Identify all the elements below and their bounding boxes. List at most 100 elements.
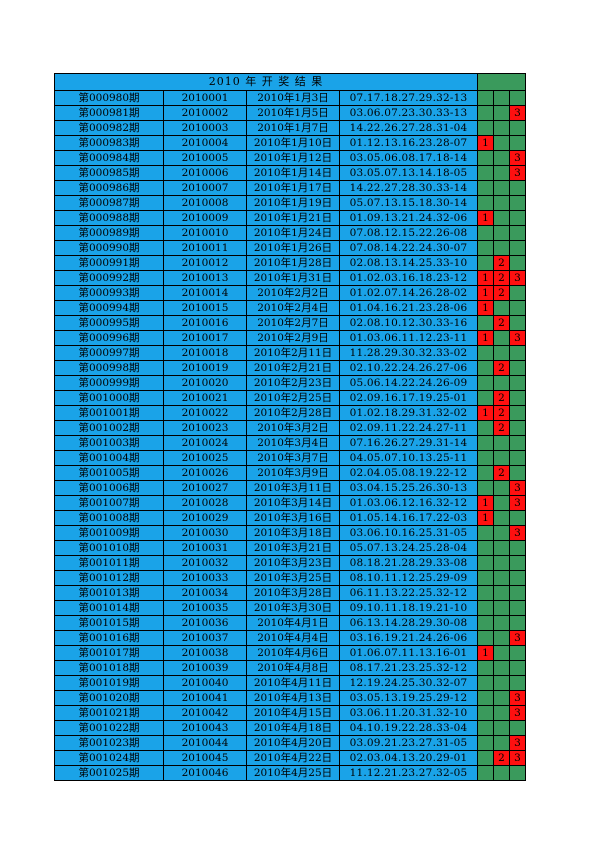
marker-cell-3[interactable]: 3 [509,105,526,121]
issue-cell[interactable]: 第001011期 [54,555,164,571]
date-cell[interactable]: 2010年4月15日 [246,705,340,721]
marker-cell-3[interactable] [509,360,526,376]
code-cell[interactable]: 2010022 [163,405,247,421]
numbers-cell[interactable]: 07.16.26.27.29.31-14 [339,435,478,451]
marker-cell-2[interactable]: 2 [493,360,510,376]
numbers-cell[interactable]: 02.04.05.08.19.22-12 [339,465,478,481]
code-cell[interactable]: 2010035 [163,600,247,616]
marker-cell-3[interactable] [509,255,526,271]
numbers-cell[interactable]: 07.08.12.15.22.26-08 [339,225,478,241]
issue-cell[interactable]: 第001024期 [54,750,164,766]
numbers-cell[interactable]: 03.05.06.08.17.18-14 [339,150,478,166]
date-cell[interactable]: 2010年3月7日 [246,450,340,466]
marker-cell-2[interactable] [493,570,510,586]
numbers-cell[interactable]: 01.02.18.29.31.32-02 [339,405,478,421]
code-cell[interactable]: 2010011 [163,240,247,256]
marker-cell-2[interactable] [493,480,510,496]
header-green-cell[interactable] [477,73,526,91]
date-cell[interactable]: 2010年4月6日 [246,645,340,661]
marker-cell-1[interactable]: 1 [477,330,494,346]
date-cell[interactable]: 2010年2月4日 [246,300,340,316]
code-cell[interactable]: 2010031 [163,540,247,556]
code-cell[interactable]: 2010038 [163,645,247,661]
date-cell[interactable]: 2010年4月8日 [246,660,340,676]
numbers-cell[interactable]: 01.03.06.11.12.23-11 [339,330,478,346]
date-cell[interactable]: 2010年1月10日 [246,135,340,151]
marker-cell-1[interactable] [477,255,494,271]
numbers-cell[interactable]: 01.04.16.21.23.28-06 [339,300,478,316]
marker-cell-1[interactable] [477,180,494,196]
date-cell[interactable]: 2010年3月21日 [246,540,340,556]
issue-cell[interactable]: 第000981期 [54,105,164,121]
date-cell[interactable]: 2010年3月14日 [246,495,340,511]
marker-cell-2[interactable] [493,450,510,466]
marker-cell-3[interactable] [509,660,526,676]
marker-cell-3[interactable] [509,465,526,481]
numbers-cell[interactable]: 07.17.18.27.29.32-13 [339,90,478,106]
date-cell[interactable]: 2010年1月3日 [246,90,340,106]
marker-cell-1[interactable]: 1 [477,270,494,286]
date-cell[interactable]: 2010年1月5日 [246,105,340,121]
marker-cell-1[interactable] [477,375,494,391]
numbers-cell[interactable]: 03.06.07.23.30.33-13 [339,105,478,121]
date-cell[interactable]: 2010年1月19日 [246,195,340,211]
code-cell[interactable]: 2010042 [163,705,247,721]
marker-cell-3[interactable] [509,420,526,436]
marker-cell-3[interactable]: 3 [509,495,526,511]
marker-cell-3[interactable]: 3 [509,150,526,166]
sheet-title[interactable]: 2010 年 开 奖 结 果 [54,73,478,91]
marker-cell-1[interactable] [477,720,494,736]
date-cell[interactable]: 2010年4月25日 [246,765,340,781]
marker-cell-1[interactable] [477,540,494,556]
marker-cell-1[interactable] [477,690,494,706]
marker-cell-1[interactable] [477,585,494,601]
marker-cell-1[interactable] [477,735,494,751]
date-cell[interactable]: 2010年3月25日 [246,570,340,586]
code-cell[interactable]: 2010018 [163,345,247,361]
marker-cell-1[interactable] [477,90,494,106]
date-cell[interactable]: 2010年1月26日 [246,240,340,256]
issue-cell[interactable]: 第001006期 [54,480,164,496]
code-cell[interactable]: 2010025 [163,450,247,466]
marker-cell-1[interactable] [477,360,494,376]
numbers-cell[interactable]: 03.16.19.21.24.26-06 [339,630,478,646]
numbers-cell[interactable]: 02.10.22.24.26.27-06 [339,360,478,376]
marker-cell-3[interactable] [509,135,526,151]
date-cell[interactable]: 2010年2月9日 [246,330,340,346]
marker-cell-3[interactable]: 3 [509,165,526,181]
numbers-cell[interactable]: 03.09.21.23.27.31-05 [339,735,478,751]
marker-cell-2[interactable] [493,525,510,541]
date-cell[interactable]: 2010年1月7日 [246,120,340,136]
marker-cell-2[interactable] [493,225,510,241]
marker-cell-1[interactable] [477,165,494,181]
issue-cell[interactable]: 第000986期 [54,180,164,196]
marker-cell-1[interactable] [477,615,494,631]
marker-cell-3[interactable] [509,375,526,391]
date-cell[interactable]: 2010年1月31日 [246,270,340,286]
marker-cell-2[interactable] [493,180,510,196]
code-cell[interactable]: 2010017 [163,330,247,346]
issue-cell[interactable]: 第001004期 [54,450,164,466]
marker-cell-3[interactable] [509,540,526,556]
numbers-cell[interactable]: 02.08.10.12.30.33-16 [339,315,478,331]
issue-cell[interactable]: 第000982期 [54,120,164,136]
marker-cell-1[interactable]: 1 [477,285,494,301]
code-cell[interactable]: 2010005 [163,150,247,166]
issue-cell[interactable]: 第001001期 [54,405,164,421]
marker-cell-2[interactable] [493,90,510,106]
code-cell[interactable]: 2010014 [163,285,247,301]
marker-cell-3[interactable]: 3 [509,750,526,766]
marker-cell-3[interactable] [509,315,526,331]
issue-cell[interactable]: 第000994期 [54,300,164,316]
marker-cell-3[interactable] [509,180,526,196]
marker-cell-2[interactable] [493,375,510,391]
marker-cell-1[interactable]: 1 [477,495,494,511]
issue-cell[interactable]: 第001013期 [54,585,164,601]
numbers-cell[interactable]: 03.06.11.20.31.32-10 [339,705,478,721]
marker-cell-2[interactable] [493,720,510,736]
marker-cell-3[interactable]: 3 [509,705,526,721]
marker-cell-1[interactable]: 1 [477,210,494,226]
numbers-cell[interactable]: 01.06.07.11.13.16-01 [339,645,478,661]
marker-cell-2[interactable] [493,210,510,226]
issue-cell[interactable]: 第000991期 [54,255,164,271]
